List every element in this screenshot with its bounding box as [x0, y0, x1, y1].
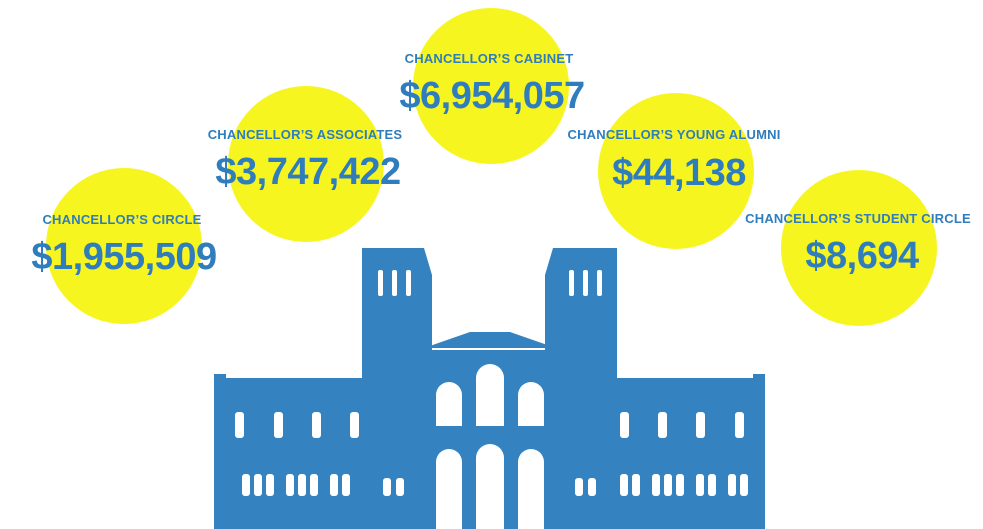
circle-chancellors-associates: [228, 86, 384, 242]
chancellors-circle-label: CHANCELLOR’S CIRCLE: [42, 212, 202, 227]
circle-chancellors-young-alumni: [598, 93, 754, 249]
chancellors-associates-amount: $3,747,422: [215, 151, 401, 193]
circle-chancellors-cabinet: [413, 8, 569, 164]
chancellors-student-circle-amount: $8,694: [805, 235, 919, 277]
chancellors-student-circle-label: CHANCELLOR’S STUDENT CIRCLE: [745, 211, 971, 226]
chancellors-associates-label: CHANCELLOR’S ASSOCIATES: [207, 127, 403, 142]
chancellors-young-alumni-label: CHANCELLOR’S YOUNG ALUMNI: [567, 127, 781, 142]
chancellors-circle-amount: $1,955,509: [31, 236, 217, 278]
circle-chancellors-circle: [46, 168, 202, 324]
chancellors-cabinet-label: CHANCELLOR’S CABINET: [404, 51, 574, 66]
circle-chancellors-student-circle: [781, 170, 937, 326]
chancellors-young-alumni-amount: $44,138: [612, 152, 746, 194]
chancellors-cabinet-amount: $6,954,057: [399, 75, 585, 117]
